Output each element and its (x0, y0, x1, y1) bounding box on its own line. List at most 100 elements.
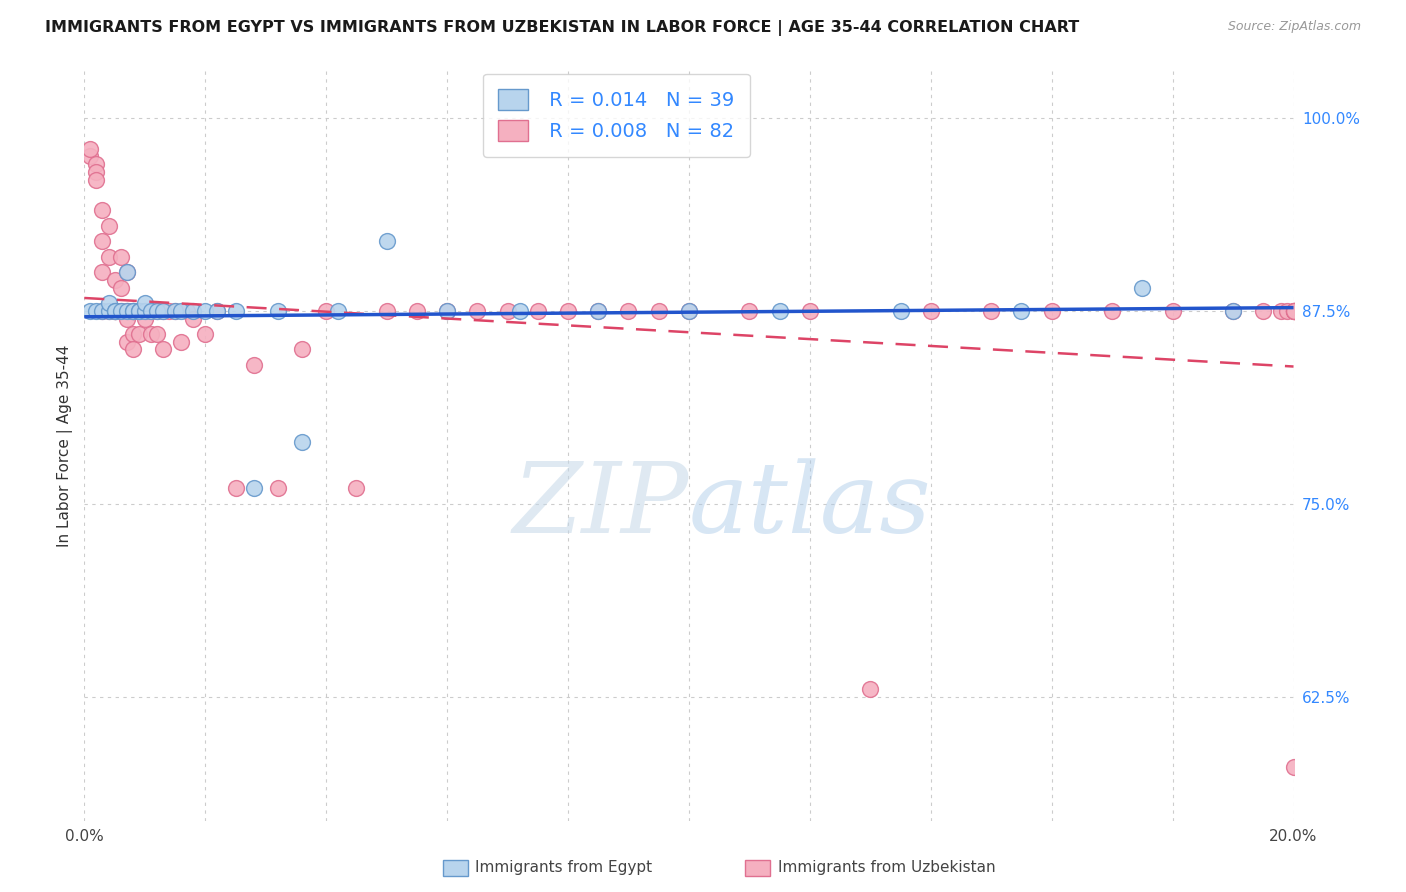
Point (588, 303, 610, 318)
Point (134, 303, 156, 318)
Point (128, 303, 150, 318)
Point (678, 303, 700, 318)
Point (104, 303, 127, 318)
Point (242, 358, 264, 372)
Point (165, 303, 187, 318)
Point (328, 303, 350, 318)
Point (1161, 303, 1184, 318)
Point (1011, 303, 1033, 318)
Point (1282, 303, 1305, 318)
Text: Immigrants from Uzbekistan: Immigrants from Uzbekistan (778, 861, 995, 875)
Point (346, 482, 368, 496)
Point (152, 303, 174, 318)
Point (152, 303, 174, 318)
Point (181, 303, 204, 318)
Point (134, 303, 156, 318)
Point (152, 343, 174, 357)
Point (207, 303, 229, 318)
Text: atlas: atlas (689, 458, 932, 554)
Point (115, 303, 138, 318)
Point (146, 303, 169, 318)
Legend:  R = 0.014   N = 39,  R = 0.008   N = 82: R = 0.014 N = 39, R = 0.008 N = 82 (482, 73, 749, 157)
Point (291, 435, 314, 450)
Point (588, 303, 610, 318)
Point (97, 303, 120, 318)
Point (170, 303, 193, 318)
Point (110, 303, 132, 318)
Point (176, 303, 198, 318)
Point (86, 157, 108, 171)
Point (115, 334, 138, 349)
Point (799, 303, 821, 318)
Point (121, 303, 143, 318)
Point (157, 303, 180, 318)
Point (97, 303, 120, 318)
Point (291, 343, 314, 357)
Point (1282, 303, 1305, 318)
Point (110, 280, 132, 294)
Point (436, 303, 458, 318)
Point (1282, 303, 1305, 318)
Point (1282, 303, 1305, 318)
Point (165, 303, 187, 318)
Point (769, 303, 792, 318)
Point (1101, 303, 1123, 318)
Point (91, 235, 114, 249)
Point (115, 303, 138, 318)
Point (678, 303, 700, 318)
Point (436, 303, 458, 318)
Point (97, 250, 120, 264)
Point (207, 303, 229, 318)
Point (242, 482, 264, 496)
Point (194, 326, 217, 341)
Point (121, 343, 143, 357)
Point (375, 235, 398, 249)
Point (79, 303, 101, 318)
Point (146, 303, 169, 318)
Point (980, 303, 1002, 318)
Point (128, 303, 150, 318)
Point (134, 311, 156, 326)
Point (91, 303, 114, 318)
Point (79, 142, 101, 156)
Point (104, 273, 127, 287)
Point (97, 296, 120, 310)
Point (139, 326, 162, 341)
Point (91, 265, 114, 279)
Point (79, 149, 101, 163)
Point (1222, 303, 1244, 318)
Point (86, 165, 108, 179)
Point (859, 682, 882, 697)
Point (170, 334, 193, 349)
Point (1277, 303, 1299, 318)
Point (104, 303, 127, 318)
Point (91, 303, 114, 318)
Point (509, 303, 531, 318)
Point (97, 219, 120, 233)
Point (1270, 303, 1292, 318)
Point (146, 326, 169, 341)
Point (139, 303, 162, 318)
Point (738, 303, 761, 318)
Point (115, 303, 138, 318)
Point (406, 303, 429, 318)
Y-axis label: In Labor Force | Age 35-44: In Labor Force | Age 35-44 (58, 345, 73, 547)
Point (194, 303, 217, 318)
Text: ZIP: ZIP (513, 458, 689, 554)
Point (648, 303, 671, 318)
Point (1040, 303, 1063, 318)
Point (115, 265, 138, 279)
Point (1130, 280, 1153, 294)
Point (110, 250, 132, 264)
Point (920, 303, 942, 318)
Point (1222, 303, 1244, 318)
Point (104, 303, 127, 318)
Point (557, 303, 579, 318)
Text: Source: ZipAtlas.com: Source: ZipAtlas.com (1227, 20, 1361, 33)
Point (1282, 303, 1305, 318)
Point (134, 296, 156, 310)
Text: Immigrants from Egypt: Immigrants from Egypt (475, 861, 652, 875)
Point (121, 303, 143, 318)
Point (267, 482, 290, 496)
Point (86, 303, 108, 318)
